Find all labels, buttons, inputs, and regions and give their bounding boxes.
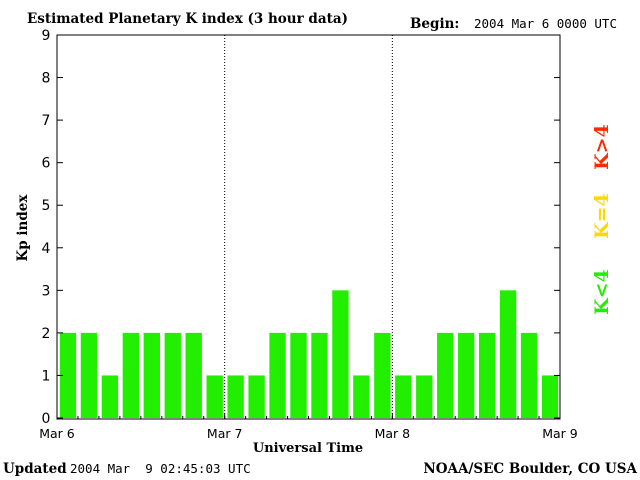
kp-bar: [520, 332, 538, 418]
kp-bar: [416, 375, 433, 418]
kp-bar: [59, 332, 77, 418]
bar-series: [59, 290, 559, 418]
y-tick-label: 1: [42, 368, 51, 384]
begin-label: Begin:: [410, 16, 459, 32]
y-tick-label: 4: [42, 241, 51, 257]
y-tick-label: 7: [42, 113, 51, 129]
x-axis-title: Universal Time: [253, 441, 363, 456]
legend-k-greater-4: K>4: [591, 124, 613, 170]
x-axis-labels: Mar 6 Mar 7 Mar 8 Mar 9: [39, 413, 578, 441]
kp-bar: [164, 332, 181, 418]
kp-bar: [248, 375, 265, 418]
x-tick-label: Mar 7: [207, 426, 243, 441]
y-tick-label: 8: [42, 71, 51, 87]
kp-bar: [478, 332, 496, 418]
kp-bar: [395, 375, 412, 418]
kp-bar: [185, 332, 202, 418]
y-tick-label: 3: [42, 283, 51, 299]
kp-bar: [290, 332, 307, 418]
kp-bar: [227, 375, 244, 418]
begin-value: 2004 Mar 6 0000 UTC: [474, 16, 617, 31]
kp-bar: [122, 332, 140, 418]
kp-bar: [541, 375, 559, 418]
y-tick-label: 9: [42, 28, 51, 44]
y-axis-ticks: 0 1 2 3 4 5 6 7 8 9: [42, 28, 560, 427]
kp-bar: [101, 375, 119, 418]
kp-bar: [311, 332, 328, 418]
day-separators: [224, 35, 393, 419]
x-tick-label: Mar 9: [542, 426, 578, 441]
y-tick-label: 6: [42, 156, 51, 172]
kp-bar: [332, 290, 349, 418]
kp-bar: [269, 332, 286, 418]
chart-title: Estimated Planetary K index (3 hour data…: [27, 11, 348, 27]
kp-bar: [143, 332, 160, 418]
y-axis-title: Kp index: [15, 194, 31, 262]
y-tick-label: 5: [42, 198, 51, 214]
kp-bar: [437, 332, 454, 418]
credit-text: NOAA/SEC Boulder, CO USA: [423, 461, 637, 477]
kp-bar: [458, 332, 475, 418]
x-tick-label: Mar 8: [375, 426, 411, 441]
kp-bar: [353, 375, 370, 418]
updated-label: Updated: [3, 461, 67, 477]
legend-k-equals-4: K=4: [591, 193, 613, 239]
updated-value: 2004 Mar 9 02:45:03 UTC: [70, 461, 251, 476]
kp-bar: [499, 290, 517, 418]
kp-bar: [206, 375, 223, 418]
kp-bar: [374, 332, 391, 418]
y-tick-label: 2: [42, 326, 51, 342]
y-tick-label: 0: [42, 411, 51, 427]
kp-bar: [80, 332, 98, 418]
x-tick-label: Mar 6: [39, 426, 75, 441]
legend-k-less-4: K<4: [591, 269, 613, 315]
